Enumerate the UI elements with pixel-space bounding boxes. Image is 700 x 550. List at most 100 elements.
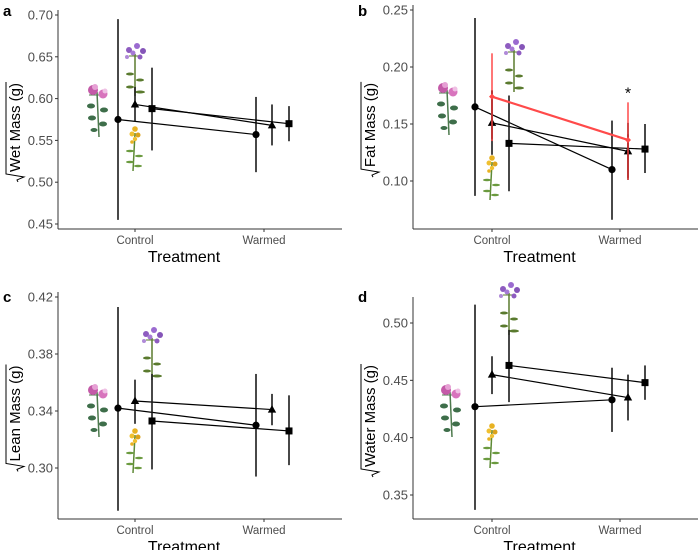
- series-circle: [471, 304, 616, 510]
- y-tick-label: 0.60: [28, 91, 53, 106]
- data-point-circle: [252, 421, 260, 429]
- series-line: [134, 400, 273, 411]
- series-triangle: [130, 86, 277, 146]
- data-point-square: [148, 105, 156, 113]
- y-tick-label: 0.50: [383, 316, 408, 331]
- series-line: [474, 106, 613, 171]
- data-point-square: [285, 120, 293, 128]
- x-tick-label: Control: [116, 235, 153, 247]
- x-tick-label: Control: [116, 525, 153, 537]
- series-square: [505, 329, 649, 403]
- y-tick-label: 0.65: [28, 49, 53, 64]
- y-axis-title: Water Mass (g): [360, 364, 381, 478]
- data-point-circle: [252, 130, 260, 139]
- data-point-diamond: [625, 136, 631, 143]
- y-axis-title-text: Lean Mass (g): [7, 366, 24, 462]
- sqrt-sign: [5, 82, 26, 183]
- x-axis-title: Treatment: [503, 249, 576, 266]
- data-point-triangle: [267, 405, 277, 413]
- sqrt-sign: [5, 364, 26, 472]
- series-line: [134, 103, 273, 126]
- y-tick-label: 0.35: [383, 488, 408, 503]
- y-tick-label: 0.34: [28, 404, 53, 419]
- y-tick-label: 0.45: [28, 217, 53, 232]
- panel-letter: b: [358, 3, 367, 20]
- series-line: [491, 95, 629, 142]
- x-tick-label: Warmed: [598, 525, 641, 537]
- x-tick-label: Warmed: [242, 525, 285, 537]
- pink-flower-icon: [436, 81, 459, 136]
- panel-b: b 0.10 0.15 0.20 0.25 Control Warmed Treatment F…: [358, 3, 698, 266]
- purple-aster-icon: [141, 326, 164, 381]
- data-point-triangle: [267, 120, 277, 129]
- x-axis-title: Treatment: [148, 249, 221, 266]
- yellow-goldenrod-icon: [125, 125, 144, 172]
- series-line: [508, 142, 646, 150]
- data-point-triangle: [130, 396, 140, 405]
- data-point-circle: [114, 404, 122, 412]
- panel-letter: d: [358, 289, 367, 306]
- y-tick-label: 0.50: [28, 175, 53, 190]
- pink-flower-icon: [86, 383, 109, 438]
- y-axis-title-text: Wet Mass (g): [7, 83, 24, 172]
- series-circle: [114, 19, 260, 220]
- x-axis-title: Treatment: [503, 539, 576, 550]
- y-axis-title-text: Water Mass (g): [362, 365, 379, 467]
- x-tick-label: Control: [473, 525, 510, 537]
- data-point-diamond: [489, 93, 495, 100]
- y-tick-label: 0.42: [28, 290, 53, 305]
- series-line: [117, 407, 257, 426]
- series-circle: [471, 17, 616, 220]
- series-line: [491, 122, 629, 152]
- x-tick-label: Warmed: [598, 235, 641, 247]
- y-axis-title: Fat Mass (g): [360, 81, 381, 178]
- y-axis-title: Lean Mass (g): [5, 364, 26, 472]
- series-circle: [114, 306, 260, 511]
- pink-flower-icon: [86, 83, 109, 138]
- yellow-goldenrod-icon: [482, 422, 501, 469]
- series-square: [148, 373, 293, 470]
- data-point-circle: [608, 166, 616, 174]
- data-point-square: [148, 417, 156, 425]
- series-square: [148, 67, 293, 151]
- data-point-square: [285, 427, 293, 435]
- y-axis-title-text: Fat Mass (g): [362, 83, 379, 167]
- y-tick-label: 0.45: [383, 373, 408, 388]
- series-line: [508, 364, 646, 384]
- x-axis-title: Treatment: [148, 539, 221, 550]
- pink-flower-icon: [439, 383, 462, 438]
- x-tick-label: Control: [473, 235, 510, 247]
- y-tick-label: 0.30: [28, 461, 53, 476]
- series-line: [474, 399, 613, 408]
- purple-aster-icon: [498, 281, 521, 336]
- panel-letter: c: [3, 289, 11, 306]
- y-tick-label: 0.70: [28, 8, 53, 23]
- y-tick-label: 0.40: [383, 430, 408, 445]
- y-tick-label: 0.10: [383, 174, 408, 189]
- panel-a: a 0.45 0.50 0.55 0.60 0.65 0.70 Control Warmed Tr…: [3, 3, 342, 266]
- data-point-triangle: [130, 99, 140, 108]
- series-triangle: [487, 356, 633, 421]
- significance-asterisk: *: [625, 85, 631, 102]
- panel-letter: a: [3, 3, 12, 20]
- purple-aster-icon: [503, 38, 526, 93]
- yellow-goldenrod-icon: [482, 154, 501, 201]
- panel-c: c 0.30 0.34 0.38 0.42 Control Warmed Treatment L…: [3, 289, 342, 550]
- series-line: [151, 420, 290, 432]
- yellow-goldenrod-icon: [125, 427, 144, 474]
- panel-d: d 0.35 0.40 0.45 0.50 Control Warmed Treatment W…: [358, 281, 698, 550]
- data-point-circle: [471, 403, 479, 411]
- series-line: [491, 374, 629, 399]
- sqrt-sign: [360, 364, 381, 478]
- data-point-square: [641, 145, 649, 153]
- data-point-circle: [608, 396, 616, 404]
- data-point-triangle: [623, 393, 633, 401]
- panels: a 0.45 0.50 0.55 0.60 0.65 0.70 Control Warmed Tr…: [3, 3, 698, 550]
- series-overall: [489, 53, 631, 180]
- y-tick-label: 0.15: [383, 117, 408, 132]
- sqrt-sign: [360, 81, 381, 178]
- series-line: [151, 108, 290, 125]
- y-tick-label: 0.25: [383, 3, 408, 18]
- data-point-triangle: [487, 370, 497, 378]
